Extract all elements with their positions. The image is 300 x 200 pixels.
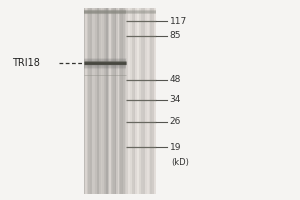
Bar	[152, 8, 154, 194]
Bar	[108, 8, 109, 194]
Bar	[101, 8, 102, 194]
Bar	[154, 8, 156, 194]
Bar	[119, 8, 120, 194]
Bar	[91, 8, 92, 194]
Bar	[90, 8, 91, 194]
Bar	[85, 8, 87, 194]
Bar	[87, 8, 88, 194]
Bar	[92, 8, 94, 194]
Text: 26: 26	[169, 117, 181, 127]
Text: TRI18: TRI18	[12, 58, 40, 68]
Bar	[126, 8, 128, 194]
Bar	[122, 8, 123, 194]
Bar	[95, 8, 97, 194]
Text: 117: 117	[169, 17, 187, 25]
Bar	[113, 8, 115, 194]
Bar	[148, 8, 150, 194]
Text: 85: 85	[169, 31, 181, 40]
Bar	[99, 8, 101, 194]
Bar	[98, 8, 99, 194]
Bar	[134, 8, 135, 194]
Bar	[137, 8, 139, 194]
Bar	[132, 8, 134, 194]
Bar	[141, 8, 143, 194]
Bar	[147, 8, 148, 194]
Bar	[135, 8, 137, 194]
Bar	[130, 8, 132, 194]
Bar	[150, 8, 152, 194]
Bar	[123, 8, 124, 194]
Bar	[94, 8, 95, 194]
Bar	[102, 8, 104, 194]
Bar	[84, 8, 86, 194]
Text: (kD): (kD)	[171, 158, 189, 168]
Bar	[126, 8, 156, 194]
Bar	[116, 8, 118, 194]
Bar	[112, 8, 113, 194]
Bar	[139, 8, 141, 194]
Bar	[106, 8, 108, 194]
Bar	[143, 8, 145, 194]
Bar	[145, 8, 147, 194]
Bar	[115, 8, 116, 194]
Bar	[109, 8, 111, 194]
Text: 34: 34	[169, 96, 181, 104]
Bar	[105, 8, 106, 194]
Text: 48: 48	[169, 75, 181, 84]
Bar	[120, 8, 122, 194]
Text: 19: 19	[169, 142, 181, 152]
Bar	[84, 8, 126, 194]
Bar	[118, 8, 119, 194]
Bar	[124, 8, 126, 194]
Bar	[128, 8, 130, 194]
Bar	[88, 8, 90, 194]
Bar	[97, 8, 98, 194]
Bar	[111, 8, 112, 194]
Bar	[103, 8, 105, 194]
